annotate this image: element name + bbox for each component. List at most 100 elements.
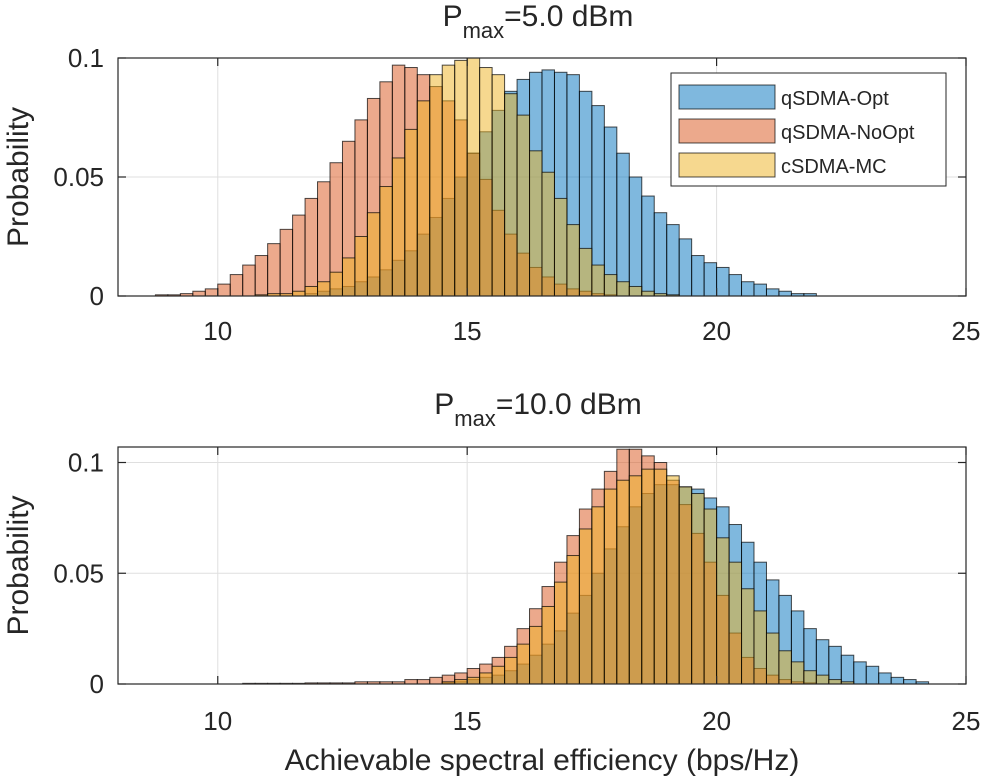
bar-csdma-mc-1 <box>454 679 468 684</box>
legend-label-qsdma-opt: qSDMA-Opt <box>781 88 889 110</box>
y-tick-label: 0.05 <box>53 162 104 192</box>
bar-csdma-mc-29 <box>803 670 817 684</box>
legend-swatch-qsdma-opt <box>678 84 776 110</box>
bar-csdma-mc-6 <box>516 643 531 684</box>
bar-qsdma-opt-31 <box>828 645 842 684</box>
bar-qsdma-noopt-5 <box>217 283 231 296</box>
bar-csdma-mc-14 <box>429 74 443 296</box>
y-tick-label: 0.1 <box>68 43 104 73</box>
bar-qsdma-noopt-4 <box>204 288 219 296</box>
bar-csdma-mc-22 <box>529 150 543 296</box>
bar-csdma-mc-19 <box>678 486 693 684</box>
legend-swatch-csdma-mc <box>678 152 776 178</box>
bar-qsdma-noopt-12 <box>304 197 319 296</box>
bar-qsdma-opt-36 <box>890 676 905 684</box>
bar-csdma-mc-10 <box>566 555 580 684</box>
bar-qsdma-noopt-10 <box>279 228 294 296</box>
bar-qsdma-opt-33 <box>853 661 867 684</box>
bar-qsdma-noopt-11 <box>292 214 306 296</box>
x-tick-label: 15 <box>453 316 482 346</box>
bar-csdma-mc-18 <box>479 67 493 296</box>
bar-csdma-mc-30 <box>815 674 830 684</box>
bar-qsdma-opt-29 <box>666 224 680 296</box>
bar-csdma-mc-25 <box>753 610 767 684</box>
bar-qsdma-opt-35 <box>741 281 755 296</box>
bar-csdma-mc-31 <box>641 290 655 296</box>
bars-group <box>154 58 817 296</box>
bar-qsdma-noopt-13 <box>317 181 331 296</box>
bar-csdma-mc-23 <box>728 561 743 684</box>
x-tick-label: 15 <box>453 706 482 736</box>
bar-csdma-mc-13 <box>603 488 618 684</box>
bar-qsdma-opt-37 <box>903 679 917 684</box>
bar-csdma-mc-24 <box>553 197 568 296</box>
bar-csdma-mc-5 <box>317 281 331 296</box>
bar-csdma-mc-27 <box>591 264 605 296</box>
bar-csdma-mc-19 <box>491 74 506 296</box>
bar-qsdma-opt-26 <box>628 176 643 296</box>
bar-qsdma-noopt-8 <box>254 255 269 296</box>
panel-title: Pmax=5.0 dBm <box>443 0 634 43</box>
bar-csdma-mc-26 <box>765 632 780 684</box>
legend-swatch-qsdma-noopt <box>678 118 776 144</box>
bar-qsdma-opt-38 <box>778 290 792 296</box>
y-axis-label: Probability <box>2 107 35 247</box>
bar-csdma-mc-7 <box>341 257 356 296</box>
bar-qsdma-opt-25 <box>616 152 630 296</box>
bar-csdma-mc-8 <box>541 605 555 684</box>
bar-qsdma-opt-36 <box>753 283 767 296</box>
bottom-histogram-panel: 10 15 20 25 0 0.05 0.1 Probability Achievable sp… <box>2 388 980 777</box>
y-tick-label: 0 <box>90 281 104 311</box>
bar-qsdma-opt-37 <box>765 288 780 296</box>
bar-csdma-mc-12 <box>591 506 605 684</box>
bar-csdma-mc-31 <box>828 679 842 684</box>
bar-qsdma-noopt-9 <box>267 243 281 296</box>
x-tick-label: 20 <box>702 316 731 346</box>
bar-csdma-mc-6 <box>329 271 343 296</box>
bar-csdma-mc-3 <box>479 672 493 684</box>
bar-csdma-mc-8 <box>354 236 368 296</box>
bar-csdma-mc-18 <box>666 475 680 684</box>
bar-csdma-mc-28 <box>790 661 805 684</box>
legend: qSDMA-Opt qSDMA-NoOpt cSDMA-MC <box>670 72 947 187</box>
bar-csdma-mc-30 <box>628 285 643 296</box>
bar-qsdma-opt-27 <box>641 195 655 296</box>
bar-qsdma-opt-32 <box>840 654 855 684</box>
bar-csdma-mc-15 <box>441 64 456 296</box>
bar-csdma-mc-26 <box>578 247 593 296</box>
bar-csdma-mc-3 <box>292 290 306 296</box>
bar-qsdma-opt-31 <box>691 255 705 296</box>
bar-csdma-mc-13 <box>416 100 431 296</box>
x-tick-label: 25 <box>952 706 981 736</box>
y-tick-label: 0.05 <box>53 558 104 588</box>
bar-csdma-mc-11 <box>578 528 593 684</box>
x-tick-label: 10 <box>203 706 232 736</box>
bar-csdma-mc-25 <box>566 224 580 296</box>
bar-csdma-mc-23 <box>541 171 555 296</box>
bar-qsdma-noopt-15 <box>429 676 443 684</box>
bar-csdma-mc-5 <box>504 656 518 684</box>
bar-csdma-mc-20 <box>691 493 705 684</box>
x-tick-label: 10 <box>203 316 232 346</box>
bar-qsdma-opt-30 <box>678 238 693 296</box>
x-axis-label: Achievable spectral efficiency (bps/Hz) <box>285 744 800 777</box>
legend-label-qsdma-noopt: qSDMA-NoOpt <box>781 122 915 144</box>
bar-csdma-mc-17 <box>653 468 668 684</box>
bar-csdma-mc-27 <box>778 650 792 684</box>
bar-qsdma-opt-34 <box>865 665 880 684</box>
bar-csdma-mc-24 <box>741 588 755 684</box>
bar-csdma-mc-29 <box>616 281 630 296</box>
bar-csdma-mc-28 <box>603 274 618 296</box>
bar-csdma-mc-4 <box>304 285 319 296</box>
bar-qsdma-noopt-6 <box>229 274 244 296</box>
bar-qsdma-noopt-3 <box>192 290 206 296</box>
bar-csdma-mc-12 <box>404 128 418 296</box>
bar-csdma-mc-9 <box>553 581 568 684</box>
bar-csdma-mc-2 <box>466 676 481 684</box>
bar-csdma-mc-10 <box>379 186 393 296</box>
bar-qsdma-opt-35 <box>878 672 892 684</box>
y-axis-label: Probability <box>2 495 35 635</box>
bar-qsdma-opt-33 <box>716 266 730 296</box>
legend-label-csdma-mc: cSDMA-MC <box>781 156 887 178</box>
